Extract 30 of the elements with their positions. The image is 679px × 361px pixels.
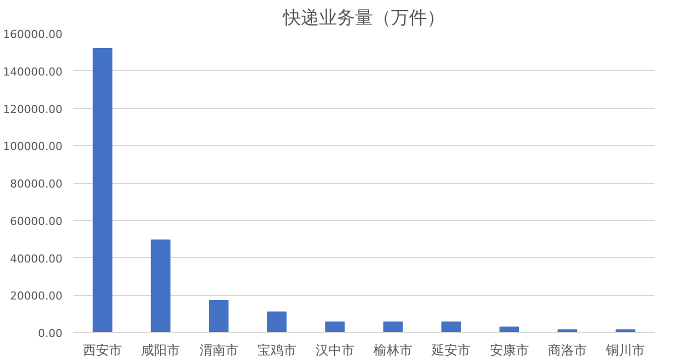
y-tick-label: 80000.00 — [10, 178, 63, 190]
chart-title: 快递业务量（万件） — [282, 8, 445, 28]
y-tick-label: 20000.00 — [10, 290, 63, 303]
bar — [441, 322, 461, 332]
y-tick-label: 0.00 — [38, 327, 63, 340]
bar — [325, 322, 345, 332]
x-tick-label: 榆林市 — [374, 344, 413, 358]
x-tick-label: 渭南市 — [199, 344, 238, 358]
bar — [383, 322, 403, 332]
y-tick-label: 40000.00 — [10, 252, 63, 266]
y-tick-label: 120000.00 — [3, 102, 63, 116]
bar — [616, 329, 636, 332]
x-tick-label: 安康市 — [490, 342, 529, 358]
bar — [558, 329, 578, 332]
x-tick-label: 汉中市 — [315, 344, 354, 358]
x-tick-label: 咸阳市 — [141, 344, 180, 358]
bar — [208, 300, 229, 332]
x-tick-label: 商洛市 — [548, 344, 587, 358]
x-tick-label: 宝鸡市 — [257, 342, 296, 358]
bar — [267, 311, 287, 332]
y-tick-label: 60000.00 — [10, 214, 63, 228]
x-tick-label: 铜川市 — [604, 344, 645, 358]
bar — [92, 48, 112, 332]
y-tick-label: 160000.00 — [3, 28, 63, 41]
y-tick-label: 100000.00 — [3, 140, 63, 154]
y-tick-label: 140000.00 — [3, 65, 63, 78]
x-tick-label: 西安市 — [83, 342, 122, 358]
x-tick-label: 延安市 — [430, 342, 471, 358]
bar — [499, 326, 520, 332]
bar — [150, 239, 170, 332]
